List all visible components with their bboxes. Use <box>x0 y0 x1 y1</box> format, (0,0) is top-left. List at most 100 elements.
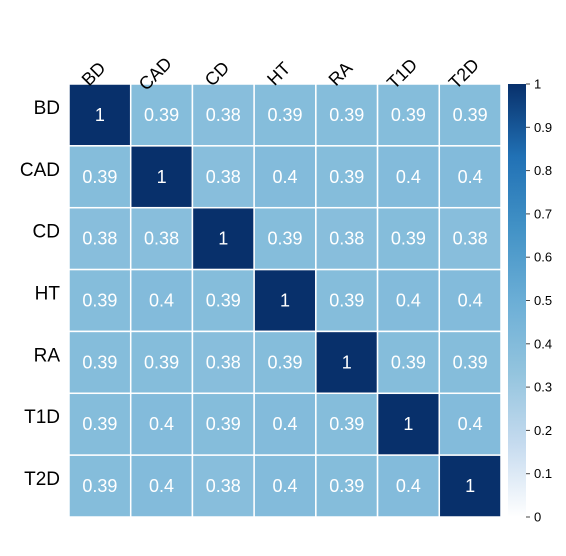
cell-value-label: 0.4 <box>149 414 174 434</box>
cell-value-label: 1 <box>218 229 228 249</box>
cell-value-label: 0.4 <box>272 414 297 434</box>
row-label: T2D <box>24 469 60 490</box>
colorbar-tick-label: 0.3 <box>534 380 552 395</box>
heatmap-cell-T2D-BD <box>68 454 132 518</box>
cell-value-label: 0.39 <box>267 105 302 125</box>
heatmap-cell-CAD-CD <box>191 145 255 209</box>
cell-value-label: 0.39 <box>329 476 364 496</box>
cell-value-label: 0.39 <box>82 291 117 311</box>
cell-value-label: 1 <box>157 167 167 187</box>
row-label: T1D <box>24 407 60 428</box>
row-label: RA <box>34 345 61 366</box>
cell-value-label: 0.38 <box>206 476 241 496</box>
cell-value-label: 0.39 <box>453 105 488 125</box>
cell-value-label: 1 <box>95 105 105 125</box>
cell-value-label: 0.39 <box>453 352 488 372</box>
row-label: CAD <box>20 160 60 181</box>
cell-value-label: 0.39 <box>391 105 426 125</box>
cell-value-label: 0.38 <box>329 229 364 249</box>
cell-value-label: 0.4 <box>149 291 174 311</box>
colorbar-gradient <box>508 84 526 517</box>
heatmap-cell-CD-T1D <box>376 206 441 271</box>
cell-value-label: 0.4 <box>458 291 483 311</box>
row-label: CD <box>33 222 60 243</box>
cell-value-label: 0.39 <box>329 167 364 187</box>
cell-value-label: 0.38 <box>206 105 241 125</box>
cell-value-label: 0.39 <box>82 352 117 372</box>
cell-value-label: 0.39 <box>329 105 364 125</box>
heatmap-cell-BD-T1D <box>376 83 441 147</box>
cell-value-label: 0.4 <box>458 414 483 434</box>
heatmap-cell-HT-BD <box>68 268 132 333</box>
cell-value-label: 0.38 <box>453 229 488 249</box>
heatmap-cell-T1D-T2D <box>438 392 502 456</box>
heatmap-cell-RA-BD <box>68 330 132 395</box>
cell-value-label: 0.39 <box>267 229 302 249</box>
colorbar-tick-label: 0.2 <box>534 423 552 438</box>
heatmap-cell-BD-CAD <box>129 83 194 147</box>
cell-value-label: 0.38 <box>206 167 241 187</box>
cell-value-label: 0.38 <box>206 352 241 372</box>
cell-value-label: 0.39 <box>206 414 241 434</box>
cell-value-label: 0.39 <box>144 352 179 372</box>
heatmap-cell-T2D-HT <box>253 454 317 518</box>
cell-value-label: 0.39 <box>206 291 241 311</box>
cell-value-label: 0.39 <box>391 352 426 372</box>
heatmap-cell-CD-RA <box>315 206 379 271</box>
cell-value-labels: 1 0.39 0.38 0.39 0.39 0.39 0.39 0.39 1 0.38 0.4 0.3… <box>82 105 487 496</box>
cell-value-label: 0.4 <box>149 476 174 496</box>
heatmap-cell-T2D-RA <box>315 454 379 518</box>
colorbar-tick-label: 0 <box>534 510 541 525</box>
heatmap-cell-CD-CD <box>191 206 255 271</box>
heatmap-cell-T1D-CAD <box>129 392 194 456</box>
cell-value-label: 0.4 <box>458 167 483 187</box>
cell-value-label: 0.39 <box>144 105 179 125</box>
heatmap-cell-HT-T2D <box>438 268 502 333</box>
colorbar-tick-label: 0.5 <box>534 293 552 308</box>
heatmap-cell-T1D-BD <box>68 392 132 456</box>
heatmap-cell-CD-T2D <box>438 206 502 271</box>
cell-value-label: 0.4 <box>396 476 421 496</box>
heatmap-cell-T1D-RA <box>315 392 379 456</box>
cell-value-label: 0.4 <box>396 291 421 311</box>
cell-value-label: 0.39 <box>82 414 117 434</box>
cell-value-label: 0.39 <box>391 229 426 249</box>
cell-value-label: 0.39 <box>329 291 364 311</box>
heatmap-cell-T2D-CD <box>191 454 255 518</box>
colorbar-tick-label: 0.7 <box>534 206 552 221</box>
colorbar-tick-label: 0.1 <box>534 466 552 481</box>
heatmap-cell-CAD-RA <box>315 145 379 209</box>
cell-value-label: 0.39 <box>82 167 117 187</box>
heatmap-cell-T2D-T1D <box>376 454 441 518</box>
cell-value-label: 0.4 <box>272 476 297 496</box>
colorbar-ticks: 0 0.1 0.2 0.3 0.4 0.5 0.6 0.7 0.8 0.9 1 <box>526 77 552 525</box>
colorbar-tick-label: 0.8 <box>534 163 552 178</box>
heatmap-cell-HT-CAD <box>129 268 194 333</box>
heatmap-cell-CAD-T2D <box>438 145 502 209</box>
heatmap-cell-CD-HT <box>253 206 317 271</box>
cell-value-label: 1 <box>403 414 413 434</box>
colorbar: 0 0.1 0.2 0.3 0.4 0.5 0.6 0.7 0.8 0.9 1 <box>508 77 552 525</box>
cell-value-label: 0.38 <box>82 229 117 249</box>
heatmap-cell-RA-CD <box>191 330 255 395</box>
heatmap-cell-BD-BD <box>68 83 132 147</box>
cell-value-label: 0.39 <box>82 476 117 496</box>
heatmap-cell-CD-CAD <box>129 206 194 271</box>
heatmap-cell-T2D-T2D <box>438 454 502 518</box>
heatmap-cell-CAD-BD <box>68 145 132 209</box>
cell-value-label: 0.39 <box>329 414 364 434</box>
cell-value-label: 0.39 <box>267 352 302 372</box>
cell-value-label: 0.38 <box>144 229 179 249</box>
row-label: BD <box>34 98 60 119</box>
row-labels: BD CAD CD HT RA T1D T2D <box>20 98 61 490</box>
colorbar-tick-label: 0.4 <box>534 336 552 351</box>
row-label: HT <box>35 284 61 305</box>
colorbar-tick-label: 1 <box>534 77 541 92</box>
cell-value-label: 1 <box>465 476 475 496</box>
colorbar-tick-label: 0.9 <box>534 120 552 135</box>
heatmap-cell-HT-T1D <box>376 268 441 333</box>
colorbar-tick-label: 0.6 <box>534 250 552 265</box>
heatmap-cells <box>68 83 502 518</box>
cell-value-label: 0.4 <box>396 167 421 187</box>
